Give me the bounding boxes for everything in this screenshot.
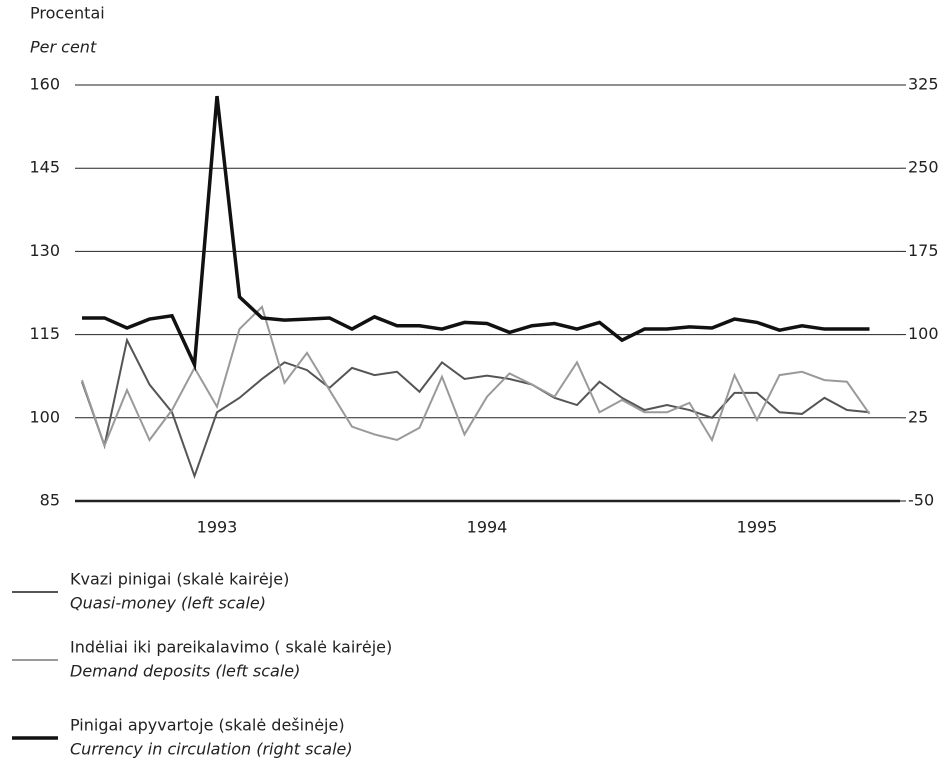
legend-label-en: Demand deposits (left scale) xyxy=(70,662,300,681)
legend-label: Indėliai iki pareikalavimo ( skalė kairė… xyxy=(70,638,392,657)
series-line xyxy=(82,95,870,372)
legend-label-en: Quasi-money (left scale) xyxy=(70,594,266,613)
y-axis-title-en: Per cent xyxy=(30,38,97,57)
y2-tick-label: 25 xyxy=(908,407,928,426)
y-tick-label: 160 xyxy=(29,75,60,94)
x-tick-label: 1995 xyxy=(737,518,778,537)
legend-label-en: Currency in circulation (right scale) xyxy=(70,740,353,759)
y2-tick-label: 100 xyxy=(908,324,939,343)
y2-tick-label: 175 xyxy=(908,241,939,260)
x-tick-label: 1994 xyxy=(467,518,508,537)
x-tick-label: 1993 xyxy=(197,518,238,537)
y2-tick-label: 325 xyxy=(908,75,939,94)
legend-label: Pinigai apyvartoje (skalė dešinėje) xyxy=(70,716,345,735)
y2-tick-label: -50 xyxy=(908,491,934,510)
series-line xyxy=(81,304,871,449)
series-line xyxy=(81,337,870,480)
y2-tick-label: 250 xyxy=(908,158,939,177)
y-axis-title: Procentai xyxy=(30,4,105,23)
y-tick-label: 100 xyxy=(29,407,60,426)
y-tick-label: 85 xyxy=(40,491,60,510)
y-tick-label: 130 xyxy=(29,241,60,260)
y-tick-label: 115 xyxy=(29,324,60,343)
y-tick-label: 145 xyxy=(29,158,60,177)
legend-label: Kvazi pinigai (skalė kairėje) xyxy=(70,570,289,589)
